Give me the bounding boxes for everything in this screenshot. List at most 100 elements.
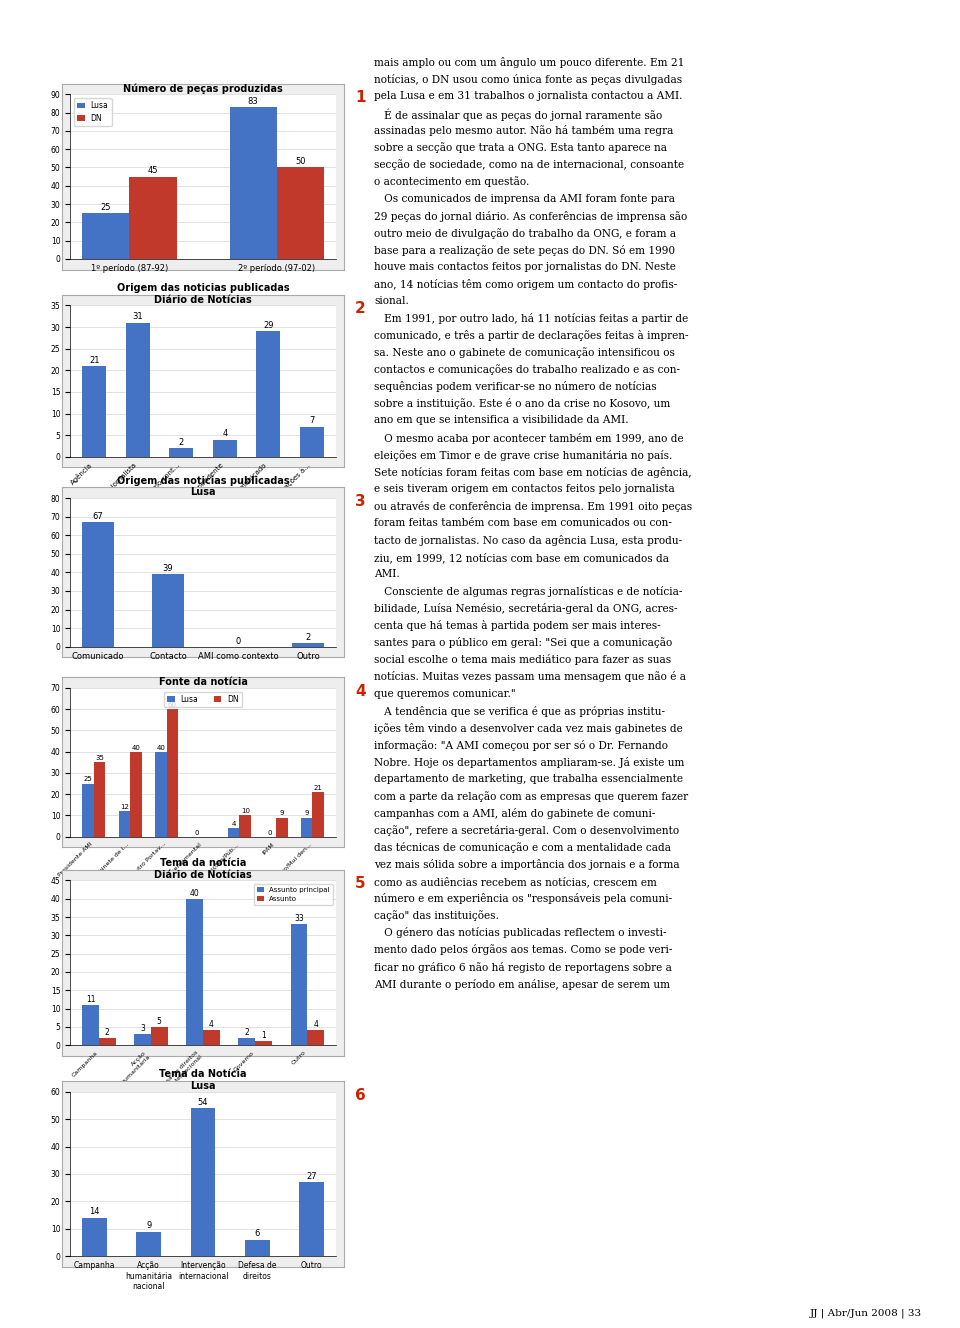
Bar bbox=[229, 108, 276, 259]
Bar bbox=[239, 815, 252, 837]
Title: Número de peças produzidas: Número de peças produzidas bbox=[123, 84, 283, 93]
Bar bbox=[136, 1231, 161, 1256]
Bar bbox=[293, 643, 324, 647]
Text: centa que há temas à partida podem ser mais interes-: centa que há temas à partida podem ser m… bbox=[374, 620, 661, 631]
Text: outro meio de divulgação do trabalho da ONG, e foram a: outro meio de divulgação do trabalho da … bbox=[374, 227, 677, 239]
Bar bbox=[83, 784, 94, 837]
Text: JJ | Abr/Jun 2008 | 33: JJ | Abr/Jun 2008 | 33 bbox=[809, 1308, 922, 1319]
Text: 2: 2 bbox=[179, 438, 184, 448]
Text: sional.: sional. bbox=[374, 296, 409, 305]
Text: 3: 3 bbox=[355, 494, 366, 509]
Text: 21: 21 bbox=[89, 356, 100, 365]
Text: o acontecimento em questão.: o acontecimento em questão. bbox=[374, 177, 530, 187]
Text: sobre a instituição. Este é o ano da crise no Kosovo, um: sobre a instituição. Este é o ano da cri… bbox=[374, 398, 671, 409]
Text: 31: 31 bbox=[132, 312, 143, 321]
Bar bbox=[169, 448, 193, 457]
Bar bbox=[99, 1037, 115, 1045]
Text: 29: 29 bbox=[263, 321, 274, 331]
Bar bbox=[167, 709, 179, 837]
Text: ano, 14 notícias têm como origem um contacto do profis-: ano, 14 notícias têm como origem um cont… bbox=[374, 279, 678, 290]
Text: 4: 4 bbox=[222, 429, 228, 438]
Text: Consciente de algumas regras jornalísticas e de notícia-: Consciente de algumas regras jornalístic… bbox=[374, 586, 683, 598]
Text: cação" das instituições.: cação" das instituições. bbox=[374, 911, 499, 922]
Text: comunicado, e três a partir de declarações feitas à impren-: comunicado, e três a partir de declaraçõ… bbox=[374, 331, 689, 341]
Text: 6: 6 bbox=[355, 1088, 366, 1102]
Bar bbox=[300, 426, 324, 457]
Text: 11: 11 bbox=[85, 995, 95, 1004]
Text: como as audiências recebem as notícias, crescem em: como as audiências recebem as notícias, … bbox=[374, 876, 658, 887]
Text: 33: 33 bbox=[294, 914, 303, 923]
Legend: Assunto principal, Assunto: Assunto principal, Assunto bbox=[254, 884, 332, 904]
Legend: Lusa, DN: Lusa, DN bbox=[74, 98, 111, 126]
Title: Tema da notícia
Diário de Notícias: Tema da notícia Diário de Notícias bbox=[155, 858, 252, 879]
Text: secção de sociedade, como na de internacional, consoante: secção de sociedade, como na de internac… bbox=[374, 159, 684, 170]
Bar bbox=[126, 323, 150, 457]
Text: 4: 4 bbox=[313, 1020, 318, 1029]
Text: 6: 6 bbox=[254, 1230, 260, 1239]
Text: mento dado pelos órgãos aos temas. Como se pode veri-: mento dado pelos órgãos aos temas. Como … bbox=[374, 944, 673, 955]
Text: 83: 83 bbox=[248, 97, 258, 106]
Text: informação: "A AMI começou por ser só o Dr. Fernando: informação: "A AMI começou por ser só o … bbox=[374, 740, 668, 750]
Text: foram feitas também com base em comunicados ou con-: foram feitas também com base em comunica… bbox=[374, 518, 672, 527]
Bar bbox=[256, 332, 280, 457]
Text: bilidade, Luísa Nemésio, secretária-geral da ONG, acres-: bilidade, Luísa Nemésio, secretária-gera… bbox=[374, 603, 678, 614]
Text: base para a realização de sete peças do DN. Só em 1990: base para a realização de sete peças do … bbox=[374, 244, 676, 256]
Bar bbox=[291, 924, 307, 1045]
Text: AMI.: AMI. bbox=[374, 570, 400, 579]
Text: campanhas com a AMI, além do gabinete de comuni-: campanhas com a AMI, além do gabinete de… bbox=[374, 807, 656, 819]
Text: 4: 4 bbox=[355, 684, 366, 699]
Text: 50: 50 bbox=[295, 157, 305, 166]
Text: Os comunicados de imprensa da AMI foram fonte para: Os comunicados de imprensa da AMI foram … bbox=[374, 194, 676, 203]
Text: 29 peças do jornal diário. As conferências de imprensa são: 29 peças do jornal diário. As conferênci… bbox=[374, 211, 687, 222]
Text: 60: 60 bbox=[168, 703, 177, 708]
Text: 10: 10 bbox=[241, 809, 250, 814]
Text: 5: 5 bbox=[355, 876, 366, 891]
Text: Em 1991, por outro lado, há 11 notícias feitas a partir de: Em 1991, por outro lado, há 11 notícias … bbox=[374, 313, 688, 324]
Bar bbox=[245, 1240, 270, 1256]
Text: eleições em Timor e de grave crise humanitária no país.: eleições em Timor e de grave crise human… bbox=[374, 450, 673, 461]
Text: 45: 45 bbox=[148, 166, 158, 175]
Bar bbox=[131, 752, 142, 837]
Bar bbox=[83, 1005, 99, 1045]
Text: 2: 2 bbox=[105, 1028, 109, 1037]
Bar bbox=[151, 1027, 168, 1045]
Bar bbox=[83, 1218, 107, 1256]
Text: 12: 12 bbox=[120, 803, 129, 810]
Text: sa. Neste ano o gabinete de comunicação intensificou os: sa. Neste ano o gabinete de comunicação … bbox=[374, 347, 675, 359]
Bar bbox=[276, 167, 324, 259]
Text: sequências podem verificar-se no número de notícias: sequências podem verificar-se no número … bbox=[374, 381, 657, 392]
Text: cação", refere a secretária-geral. Com o desenvolvimento: cação", refere a secretária-geral. Com o… bbox=[374, 825, 680, 837]
Text: assinadas pelo mesmo autor. Não há também uma regra: assinadas pelo mesmo autor. Não há també… bbox=[374, 125, 674, 137]
Title: Fonte da notícia: Fonte da notícia bbox=[158, 677, 248, 687]
Text: AMI durante o período em análise, apesar de serem um: AMI durante o período em análise, apesar… bbox=[374, 979, 670, 989]
Text: notícias, o DN usou como única fonte as peças divulgadas: notícias, o DN usou como única fonte as … bbox=[374, 74, 683, 85]
Text: número e em experiência os "responsáveis pela comuni-: número e em experiência os "responsáveis… bbox=[374, 894, 673, 904]
Text: das técnicas de comunicação e com a mentalidade cada: das técnicas de comunicação e com a ment… bbox=[374, 842, 671, 853]
Text: 4: 4 bbox=[209, 1020, 214, 1029]
Text: 9: 9 bbox=[279, 810, 284, 817]
Text: 7: 7 bbox=[309, 416, 315, 425]
Text: 9: 9 bbox=[304, 810, 309, 817]
Text: ficar no gráfico 6 não há registo de reportagens sobre a: ficar no gráfico 6 não há registo de rep… bbox=[374, 961, 672, 972]
Bar bbox=[83, 522, 113, 647]
Text: departamento de marketing, que trabalha essencialmente: departamento de marketing, que trabalha … bbox=[374, 774, 684, 784]
Bar bbox=[186, 899, 203, 1045]
Text: ziu, em 1999, 12 notícias com base em comunicados da: ziu, em 1999, 12 notícias com base em co… bbox=[374, 552, 669, 563]
Text: É de assinalar que as peças do jornal raramente são: É de assinalar que as peças do jornal ra… bbox=[374, 109, 662, 121]
Bar bbox=[94, 762, 106, 837]
Legend: Lusa, DN: Lusa, DN bbox=[164, 692, 242, 706]
Text: social escolhe o tema mais mediático para fazer as suas: social escolhe o tema mais mediático par… bbox=[374, 655, 672, 665]
Text: sobre a secção que trata a ONG. Esta tanto aparece na: sobre a secção que trata a ONG. Esta tan… bbox=[374, 142, 667, 153]
Text: pela Lusa e em 31 trabalhos o jornalista contactou a AMI.: pela Lusa e em 31 trabalhos o jornalista… bbox=[374, 92, 683, 101]
Text: 25: 25 bbox=[101, 203, 111, 211]
Text: 54: 54 bbox=[198, 1098, 208, 1106]
Title: Tema da Notícia
Lusa: Tema da Notícia Lusa bbox=[159, 1069, 247, 1090]
Text: ou através de conferência de imprensa. Em 1991 oito peças: ou através de conferência de imprensa. E… bbox=[374, 501, 692, 511]
Bar bbox=[300, 818, 312, 837]
Bar bbox=[83, 367, 107, 457]
Text: 2: 2 bbox=[245, 1028, 250, 1037]
Bar bbox=[255, 1041, 272, 1045]
Text: 25: 25 bbox=[84, 777, 92, 782]
Text: ições têm vindo a desenvolver cada vez mais gabinetes de: ições têm vindo a desenvolver cada vez m… bbox=[374, 722, 684, 733]
Text: 3: 3 bbox=[140, 1024, 145, 1033]
